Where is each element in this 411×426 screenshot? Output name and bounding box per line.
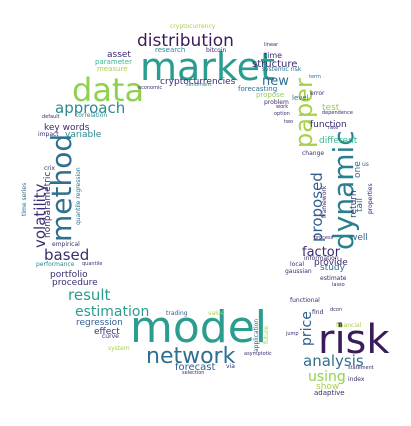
word-empirical: empirical (52, 241, 80, 248)
word-curve: curve (102, 333, 119, 340)
word-provide: provide (314, 258, 348, 268)
word-structure: structure (252, 59, 298, 70)
word-using: using (308, 369, 346, 385)
word-market: market (140, 45, 275, 89)
word-regression: regression (76, 318, 123, 328)
word-analysis: analysis (303, 352, 364, 370)
word-study: study (320, 263, 345, 273)
word-correlation: correlation (75, 112, 108, 119)
word-properties: properties (367, 183, 374, 214)
word-performance: performance (36, 261, 75, 268)
word-linear: linear (264, 42, 279, 48)
word-different: different (319, 136, 358, 146)
word-measure: measure (97, 65, 128, 73)
word-based: based (44, 246, 90, 264)
word-paper: paper (290, 78, 318, 148)
word-model: model (130, 302, 268, 353)
word-effect: effect (94, 327, 120, 337)
word-forecasting: forecasting (238, 85, 278, 93)
word-bitcoin: bitcoin (206, 47, 227, 54)
word-process: process (314, 235, 334, 241)
word-variable: variable (65, 130, 102, 140)
word-procedure: procedure (52, 278, 98, 288)
word-financial: financial (336, 322, 362, 329)
word-lasso: lasso (332, 282, 345, 288)
word-sentiment: sentiment (186, 82, 212, 88)
word-time: time (264, 51, 283, 60)
word-rate: rate (328, 125, 339, 131)
word-problem: problem (264, 99, 289, 106)
word-estimation: estimation (75, 304, 150, 320)
word-us: us (362, 161, 369, 168)
word-change: change (302, 150, 325, 157)
word-propose: propose (256, 91, 285, 99)
word-asymptotic: asymptotic (244, 351, 272, 357)
word-local: local (290, 261, 304, 268)
word-economic: economic (138, 85, 163, 91)
word-cryptocurrency: cryptocurrency (170, 23, 216, 30)
word-systemic-risk: systemic risk (262, 66, 302, 73)
word-value: value (208, 310, 225, 317)
word-parameter: parameter (95, 58, 132, 66)
word-nonparametric: nonparametric (43, 171, 53, 238)
word-impact: impact (38, 131, 59, 138)
word-quantile: quantile (82, 261, 103, 267)
word-distribution: distribution (137, 31, 234, 51)
word-factor: factor (302, 245, 341, 260)
word-system: system (108, 345, 130, 352)
word-work: work (276, 104, 289, 110)
word-asset: asset (107, 50, 131, 60)
word-adaptive: adaptive (314, 389, 345, 397)
word-portfolio: portfolio (50, 270, 88, 280)
word-test: test (322, 103, 340, 113)
word-option: option (274, 111, 290, 117)
word-approach: approach (55, 99, 126, 117)
word-two: two (284, 119, 294, 125)
word-function: function (310, 120, 347, 130)
word-well: well (350, 233, 368, 243)
word-information: information (304, 255, 339, 262)
word-trading: trading (166, 310, 188, 317)
word-new: new (262, 74, 289, 89)
word-selection: selection (182, 370, 205, 376)
word-dcon: dcon (330, 307, 343, 313)
word-application: application (253, 318, 260, 352)
word-price: price (299, 311, 315, 346)
word-network: network (146, 344, 236, 369)
word-risk: risk (318, 317, 390, 363)
word-time-series: time series (21, 182, 28, 216)
word-default: default (42, 114, 60, 120)
word-data: data (72, 71, 145, 109)
word-error: error (310, 90, 325, 97)
word-find: find (312, 309, 324, 316)
word-jump: jump (286, 331, 299, 337)
word-tail: tail (355, 197, 365, 212)
word-term: term (309, 74, 321, 80)
word-future: future (263, 325, 270, 344)
word-cryptocurrencies: cryptocurrencies (160, 77, 236, 87)
word-dependence: dependence (322, 110, 353, 116)
word-via: via (226, 363, 235, 370)
word-show: show (316, 382, 340, 392)
word-framework: framework (321, 185, 328, 218)
word-result: result (68, 286, 111, 304)
word-research: research (155, 46, 186, 54)
word-statement: statement (348, 365, 374, 371)
word-functional: functional (290, 297, 320, 304)
word-level: level (292, 94, 309, 102)
word-forecast: forecast (175, 362, 216, 373)
word-quantile-regression: quantile regression (75, 167, 82, 225)
word-gaussian: gaussian (285, 268, 312, 275)
word-estimate: estimate (320, 275, 347, 282)
word-index: index (348, 376, 365, 383)
word-crix: crix (44, 165, 55, 172)
word-key-words: key words (44, 123, 90, 133)
